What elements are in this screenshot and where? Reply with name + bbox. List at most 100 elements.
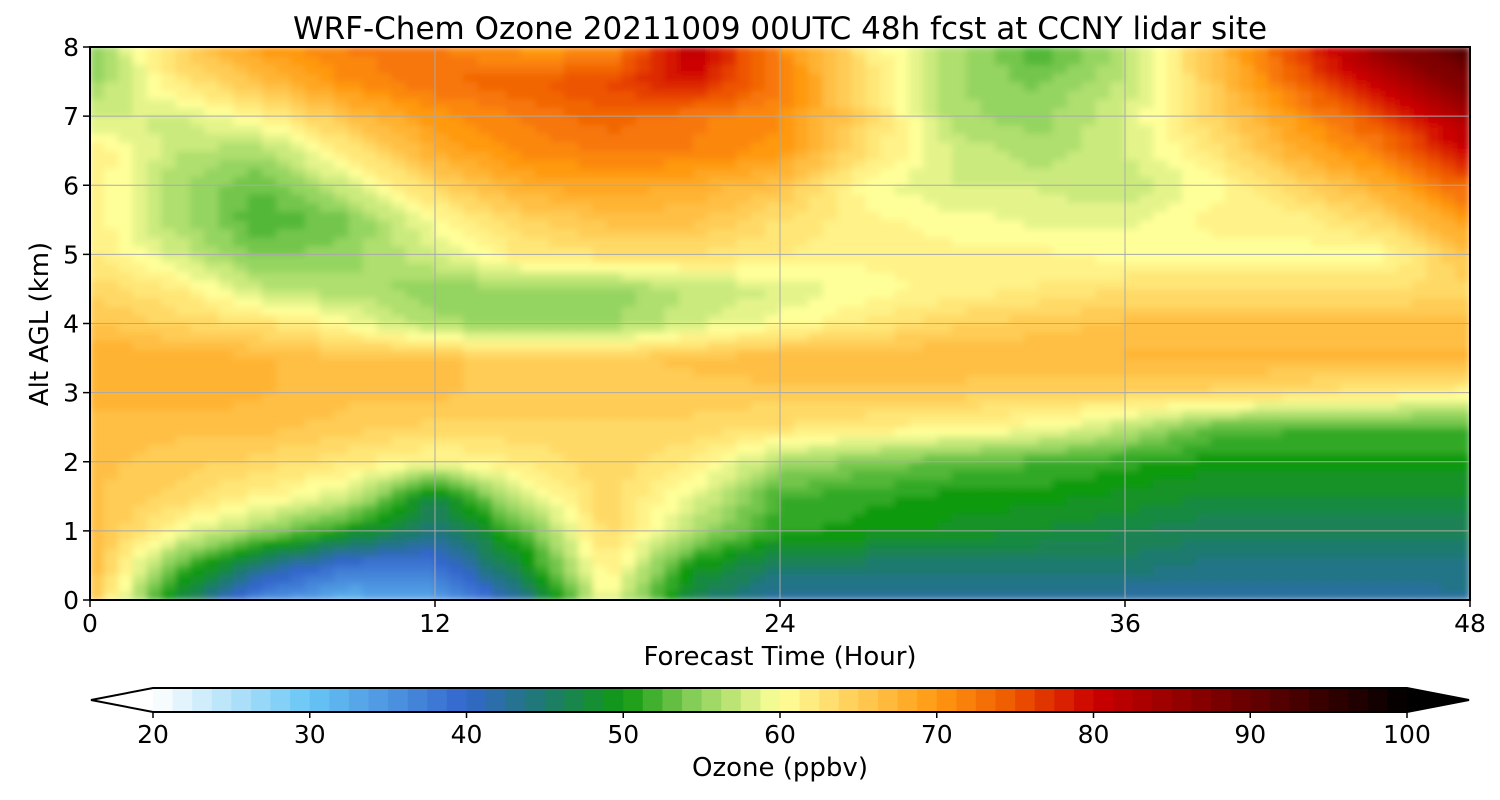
colorbar-segment xyxy=(309,688,330,712)
colorbar-segment xyxy=(701,688,722,712)
colorbar-segment xyxy=(1171,688,1192,712)
colorbar-segment xyxy=(1230,688,1251,712)
colorbar-segment xyxy=(270,688,291,712)
colorbar-segment xyxy=(760,688,781,712)
colorbar-segment xyxy=(1250,688,1271,712)
colorbar-segment xyxy=(819,688,840,712)
colorbar-segment xyxy=(603,688,624,712)
y-tick-label: 5 xyxy=(63,240,79,269)
colorbar-segment xyxy=(1191,688,1212,712)
colorbar-tick-label: 30 xyxy=(294,720,326,749)
colorbar-segment xyxy=(780,688,801,712)
colorbar-segment xyxy=(329,688,350,712)
colorbar-segment xyxy=(211,688,232,712)
colorbar-tick-label: 100 xyxy=(1383,720,1431,749)
colorbar-tick-label: 40 xyxy=(451,720,483,749)
colorbar-segment xyxy=(250,688,272,712)
colorbar-segment xyxy=(623,688,644,712)
colorbar-extend-low xyxy=(91,688,153,712)
colorbar-segment xyxy=(642,688,663,712)
y-axis-ticks: 0 1 2 3 4 5 6 7 8 xyxy=(63,33,90,615)
colorbar-extend-high xyxy=(1407,688,1469,712)
colorbar-label: Ozone (ppbv) xyxy=(692,753,868,783)
colorbar-segment xyxy=(799,688,820,712)
colorbar-segment xyxy=(1054,688,1075,712)
colorbar-segment xyxy=(1152,688,1173,712)
colorbar-segment xyxy=(917,688,938,712)
colorbar-segment xyxy=(172,688,193,712)
colorbar-segment xyxy=(427,688,448,712)
colorbar-segment xyxy=(858,688,879,712)
chart-title: WRF-Chem Ozone 20211009 00UTC 48h fcst a… xyxy=(293,11,1267,47)
colorbar-segment xyxy=(290,688,311,712)
colorbar-segment xyxy=(584,688,605,712)
colorbar-segment xyxy=(1328,688,1349,712)
colorbar-segment xyxy=(721,688,742,712)
colorbar-segment xyxy=(1034,688,1055,712)
colorbar-segment xyxy=(446,688,467,712)
colorbar-segment xyxy=(1113,688,1134,712)
x-tick-label: 36 xyxy=(1109,609,1141,638)
x-tick-label: 0 xyxy=(82,609,98,638)
colorbar-segment xyxy=(838,688,859,712)
colorbar-segment xyxy=(1289,688,1310,712)
colorbar-segment xyxy=(544,688,565,712)
colorbar-segment xyxy=(407,688,428,712)
colorbar-segment xyxy=(486,688,507,712)
y-tick-label: 3 xyxy=(63,379,79,408)
colorbar-tick-label: 70 xyxy=(921,720,953,749)
colorbar-segment xyxy=(662,688,683,712)
y-tick-label: 2 xyxy=(63,448,79,477)
colorbar-segment xyxy=(956,688,977,712)
colorbar-tick-label: 20 xyxy=(137,720,169,749)
colorbar-segment xyxy=(348,688,370,712)
colorbar-segment xyxy=(1348,688,1369,712)
colorbar-segment xyxy=(1211,688,1232,712)
x-tick-label: 12 xyxy=(419,609,451,638)
colorbar-segment xyxy=(1309,688,1330,712)
x-tick-label: 24 xyxy=(764,609,796,638)
x-tick-label: 48 xyxy=(1454,609,1486,638)
colorbar-segment xyxy=(995,688,1016,712)
colorbar-segment xyxy=(936,688,957,712)
y-axis-label: Alt AGL (km) xyxy=(25,242,55,406)
colorbar-segment xyxy=(564,688,585,712)
colorbar-segment xyxy=(192,688,213,712)
colorbar-segment xyxy=(1387,688,1408,712)
colorbar-segment xyxy=(1132,688,1153,712)
colorbar-segment xyxy=(1269,688,1290,712)
colorbar-segment xyxy=(1093,688,1114,712)
colorbar-segment xyxy=(1073,688,1094,712)
colorbar-segment xyxy=(388,688,409,712)
colorbar-segment xyxy=(682,688,703,712)
colorbar-segment xyxy=(1015,688,1036,712)
colorbar-segment xyxy=(740,688,761,712)
colorbar-ticks: 20 30 40 50 60 70 80 90 100 xyxy=(137,712,1431,749)
y-tick-label: 6 xyxy=(63,171,79,200)
colorbar-segment xyxy=(1367,688,1388,712)
colorbar-segment xyxy=(877,688,899,712)
colorbar-tick-label: 60 xyxy=(764,720,796,749)
ozone-field xyxy=(90,47,1470,600)
colorbar-segment xyxy=(525,688,546,712)
colorbar-segment xyxy=(153,688,174,712)
colorbar-segment xyxy=(368,688,389,712)
colorbar-segment xyxy=(505,688,526,712)
x-axis-ticks: 0 12 24 36 48 xyxy=(82,600,1486,638)
y-tick-label: 7 xyxy=(63,102,79,131)
colorbar-segment xyxy=(975,688,997,712)
colorbar-tick-label: 80 xyxy=(1078,720,1110,749)
x-axis-label: Forecast Time (Hour) xyxy=(643,642,916,672)
y-tick-label: 8 xyxy=(63,33,79,62)
y-tick-label: 0 xyxy=(63,586,79,615)
colorbar-segment xyxy=(466,688,487,712)
y-tick-label: 1 xyxy=(63,517,79,546)
grid-lines xyxy=(90,47,1470,600)
colorbar: 20 30 40 50 60 70 80 90 100 Ozone (ppbv) xyxy=(90,687,1470,783)
y-tick-label: 4 xyxy=(63,310,79,339)
colorbar-segment xyxy=(897,688,918,712)
colorbar-tick-label: 50 xyxy=(607,720,639,749)
colorbar-segment xyxy=(231,688,252,712)
colorbar-tick-label: 90 xyxy=(1234,720,1266,749)
